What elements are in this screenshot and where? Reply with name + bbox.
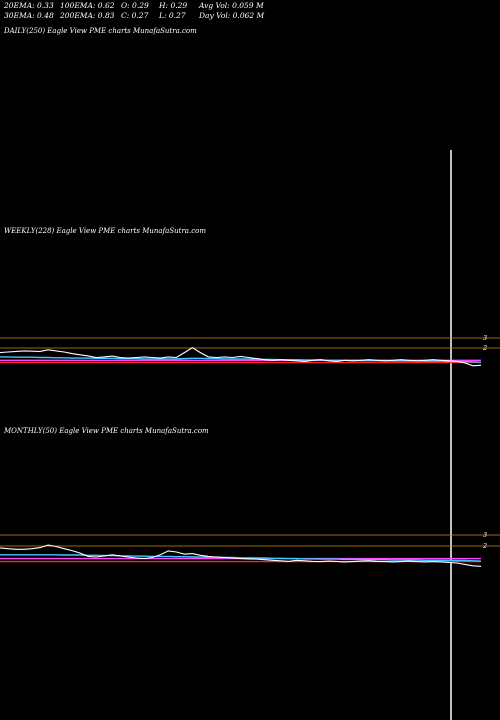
stats-row-1: 20EMA: 0.33 100EMA: 0.62 O: 0.29 H: 0.29…: [4, 1, 264, 11]
y-tick-label: 2: [482, 542, 487, 550]
weekly-panel-label: WEEKLY(228) Eagle View PME charts Munafa…: [4, 227, 206, 235]
series-line-0: [0, 346, 482, 367]
avg-vol-value: Avg Vol: 0.059 M: [199, 1, 264, 10]
close-value: C: 0.27: [121, 11, 149, 20]
daily-panel-label: DAILY(250) Eagle View PME charts MunafaS…: [4, 27, 197, 35]
monthly-panel: 32: [0, 531, 500, 567]
series-line-0: [0, 544, 482, 567]
weekly-panel: 32: [0, 334, 500, 367]
open-value: O: 0.29: [121, 1, 149, 10]
y-tick-label: 3: [483, 334, 487, 342]
series-line-1: [0, 356, 482, 363]
y-tick-label: 2: [482, 344, 487, 352]
monthly-panel-label: MONTHLY(50) Eagle View PME charts Munafa…: [4, 427, 209, 435]
ema30-value: 30EMA: 0.48: [4, 11, 54, 20]
day-vol-value: Day Vol: 0.062 M: [199, 11, 265, 20]
ema100-value: 100EMA: 0.62: [60, 1, 115, 10]
stats-header: 20EMA: 0.33 100EMA: 0.62 O: 0.29 H: 0.29…: [4, 1, 264, 21]
y-tick-label: 3: [483, 531, 487, 539]
series-line-1: [0, 554, 482, 562]
low-value: L: 0.27: [159, 11, 186, 20]
ema20-value: 20EMA: 0.33: [4, 1, 54, 10]
stats-row-2: 30EMA: 0.48 200EMA: 0.83 C: 0.27 L: 0.27…: [4, 11, 264, 21]
high-value: H: 0.29: [159, 1, 188, 10]
ema200-value: 200EMA: 0.83: [60, 11, 115, 20]
